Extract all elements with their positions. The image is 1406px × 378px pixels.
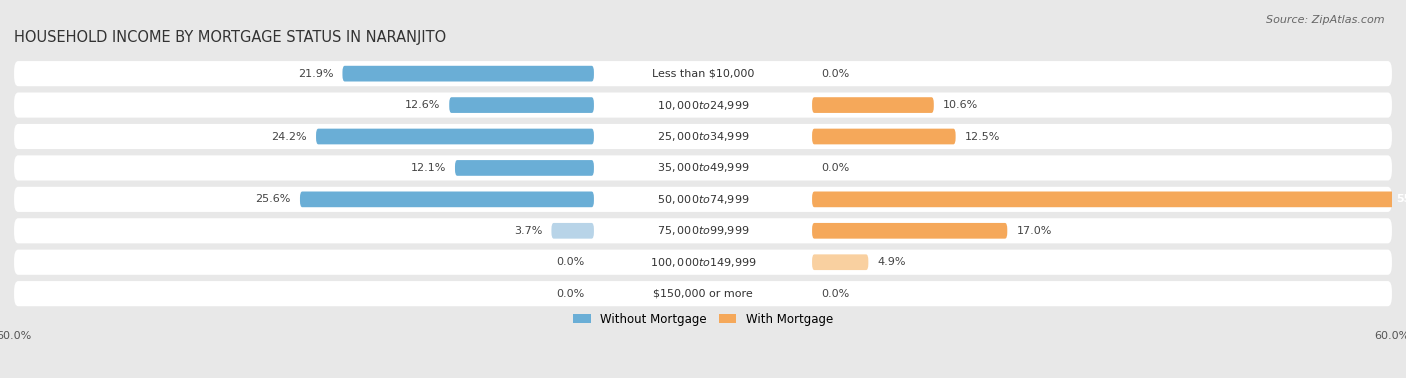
Text: $100,000 to $149,999: $100,000 to $149,999	[650, 256, 756, 269]
Text: $25,000 to $34,999: $25,000 to $34,999	[657, 130, 749, 143]
FancyBboxPatch shape	[14, 187, 1392, 212]
FancyBboxPatch shape	[316, 129, 593, 144]
Text: Source: ZipAtlas.com: Source: ZipAtlas.com	[1267, 15, 1385, 25]
Text: $50,000 to $74,999: $50,000 to $74,999	[657, 193, 749, 206]
FancyBboxPatch shape	[813, 192, 1406, 207]
Text: 4.9%: 4.9%	[877, 257, 905, 267]
FancyBboxPatch shape	[813, 129, 956, 144]
Text: 25.6%: 25.6%	[256, 194, 291, 204]
FancyBboxPatch shape	[450, 97, 593, 113]
FancyBboxPatch shape	[551, 223, 593, 239]
Text: 0.0%: 0.0%	[821, 163, 849, 173]
Text: 17.0%: 17.0%	[1017, 226, 1052, 236]
Legend: Without Mortgage, With Mortgage: Without Mortgage, With Mortgage	[568, 308, 838, 330]
Text: Less than $10,000: Less than $10,000	[652, 69, 754, 79]
Text: $150,000 or more: $150,000 or more	[654, 289, 752, 299]
FancyBboxPatch shape	[813, 254, 869, 270]
Text: $10,000 to $24,999: $10,000 to $24,999	[657, 99, 749, 112]
Text: 12.6%: 12.6%	[405, 100, 440, 110]
Text: $35,000 to $49,999: $35,000 to $49,999	[657, 161, 749, 174]
Text: 24.2%: 24.2%	[271, 132, 307, 141]
FancyBboxPatch shape	[14, 155, 1392, 181]
Text: 0.0%: 0.0%	[557, 257, 585, 267]
FancyBboxPatch shape	[299, 192, 593, 207]
FancyBboxPatch shape	[14, 249, 1392, 275]
FancyBboxPatch shape	[456, 160, 593, 176]
FancyBboxPatch shape	[813, 223, 1007, 239]
FancyBboxPatch shape	[14, 281, 1392, 306]
Text: 0.0%: 0.0%	[821, 289, 849, 299]
FancyBboxPatch shape	[14, 124, 1392, 149]
FancyBboxPatch shape	[343, 66, 593, 82]
Text: HOUSEHOLD INCOME BY MORTGAGE STATUS IN NARANJITO: HOUSEHOLD INCOME BY MORTGAGE STATUS IN N…	[14, 30, 446, 45]
Text: 12.1%: 12.1%	[411, 163, 446, 173]
Text: 0.0%: 0.0%	[557, 289, 585, 299]
Text: 3.7%: 3.7%	[513, 226, 543, 236]
FancyBboxPatch shape	[14, 61, 1392, 86]
Text: 10.6%: 10.6%	[943, 100, 979, 110]
Text: $75,000 to $99,999: $75,000 to $99,999	[657, 224, 749, 237]
Text: 0.0%: 0.0%	[821, 69, 849, 79]
FancyBboxPatch shape	[14, 93, 1392, 118]
FancyBboxPatch shape	[14, 218, 1392, 243]
FancyBboxPatch shape	[813, 97, 934, 113]
Text: 21.9%: 21.9%	[298, 69, 333, 79]
Text: 12.5%: 12.5%	[965, 132, 1000, 141]
Text: 55.0%: 55.0%	[1396, 194, 1406, 204]
